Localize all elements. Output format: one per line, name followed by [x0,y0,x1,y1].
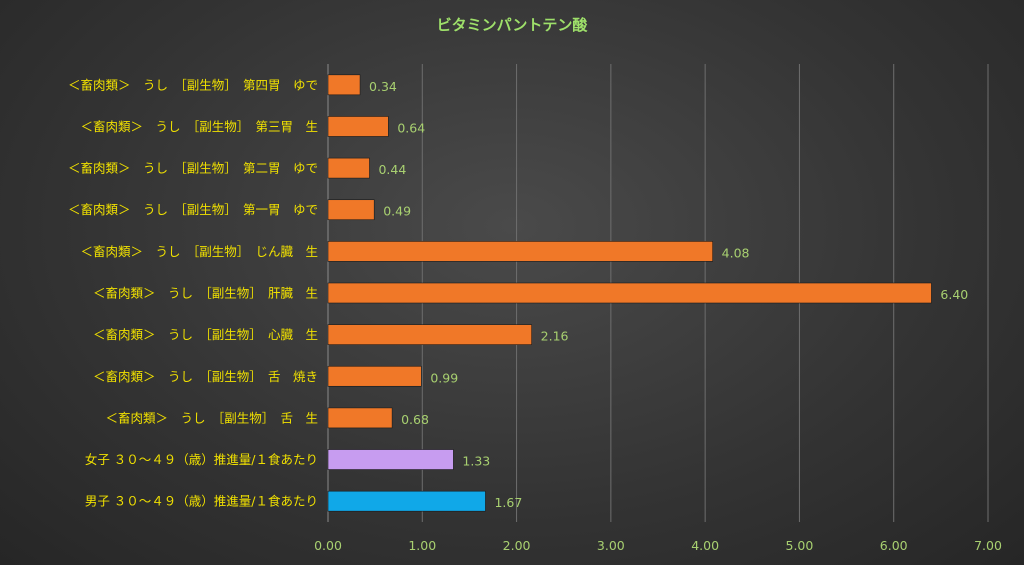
x-tick-label: 2.00 [503,538,531,553]
category-label: ＜畜肉類＞ うし ［副生物］ 第四胃 ゆで [68,77,318,92]
bar [327,199,375,221]
bar [327,241,713,262]
x-tick-label: 1.00 [408,538,436,553]
data-label: 1.33 [462,454,490,469]
data-label: 4.08 [722,245,750,260]
category-label: ＜畜肉類＞ うし ［副生物］ 肝臓 生 [93,286,318,301]
bar [327,449,454,470]
data-label: 6.40 [940,287,968,302]
x-tick-label: 3.00 [597,538,625,553]
data-label: 0.34 [369,79,397,94]
chart-title: ビタミンパントテン酸 [436,16,588,34]
category-label: ＜畜肉類＞ うし ［副生物］ 第三胃 生 [80,119,318,134]
bar [327,490,486,512]
data-label: 0.44 [378,162,406,177]
category-label: 女子 ３０～４９（歳）推進量/１食あたり [85,452,318,467]
x-tick-label: 0.00 [314,538,342,553]
category-label: ＜畜肉類＞ うし ［副生物］ 心臓 生 [93,327,318,342]
data-label: 0.99 [430,370,458,385]
data-label: 0.49 [383,204,411,219]
bar [327,157,370,179]
bar [327,365,422,387]
data-label: 2.16 [541,329,569,344]
data-label: 0.68 [401,412,429,427]
bar [327,74,361,96]
bar [327,282,932,304]
category-label: 男子 ３０～４９（歳）推進量/１食あたり [85,494,318,509]
bar [327,324,532,345]
bar [327,116,389,137]
category-label: ＜畜肉類＞ うし ［副生物］ 第一胃 ゆで [68,202,318,217]
x-tick-label: 6.00 [880,538,908,553]
data-label: 0.64 [397,120,425,135]
x-tick-label: 7.00 [974,538,1002,553]
bar [327,407,393,429]
x-tick-label: 4.00 [691,538,719,553]
category-label: ＜畜肉類＞ うし ［副生物］ 舌 焼き [93,369,318,384]
data-label: 1.67 [494,495,522,510]
category-label: ＜畜肉類＞ うし ［副生物］ じん臓 生 [80,244,318,259]
x-tick-label: 5.00 [786,538,814,553]
category-label: ＜畜肉類＞ うし ［副生物］ 第二胃 ゆで [68,161,318,176]
category-label: ＜畜肉類＞ うし ［副生物］ 舌 生 [105,410,318,425]
